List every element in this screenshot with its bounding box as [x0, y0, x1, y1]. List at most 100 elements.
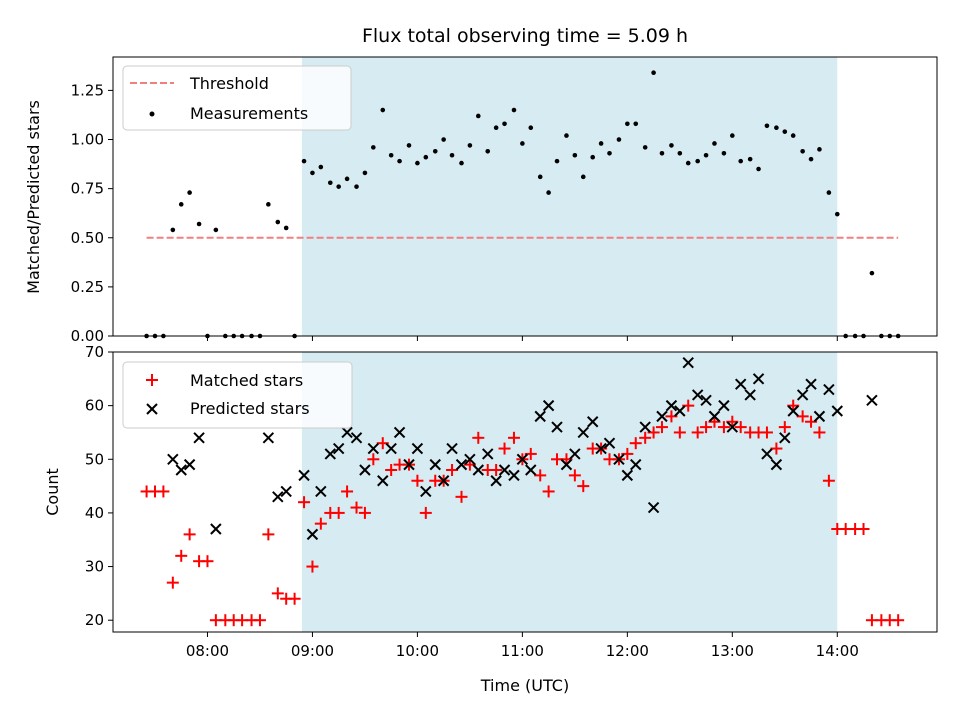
measurement-point: [695, 158, 700, 164]
measurement-point: [721, 150, 727, 156]
matched-star-point: [298, 496, 311, 509]
matched-star-point: [201, 555, 214, 568]
matched-star-point: [385, 464, 398, 477]
measurement-point: [283, 225, 289, 231]
predicted-star-point: [718, 399, 730, 412]
matched-star-point: [341, 485, 354, 498]
observing-window-bottom: [301, 352, 838, 632]
x-axis-label: Time (UTC): [480, 676, 569, 695]
measurement-point: [371, 145, 376, 150]
predicted-star-point: [613, 453, 625, 465]
predicted-star-point: [472, 464, 484, 476]
x-tick-label: 09:00: [291, 642, 334, 660]
measurement-point: [598, 141, 604, 146]
measurement-point: [808, 156, 814, 162]
bottom-y-axis-label: Count: [43, 468, 62, 516]
y-tick-label: 0.00: [71, 327, 104, 345]
matched-star-point: [253, 614, 266, 627]
predicted-star-point: [210, 523, 222, 535]
x-tick-label: 10:00: [396, 642, 439, 660]
x-tick-label: 14:00: [816, 642, 859, 660]
predicted-star-point: [393, 426, 406, 439]
measurement-point: [834, 211, 840, 217]
matched-star-point: [157, 485, 170, 498]
measurement-point: [336, 184, 341, 189]
matched-star-point: [778, 421, 791, 434]
matched-star-point: [490, 464, 503, 477]
x-tick-label: 13:00: [711, 642, 754, 660]
predicted-star-point: [823, 383, 835, 396]
predicted-star-point: [569, 448, 581, 460]
bottom-y-ticks: 20 30 40 50 60 70: [85, 343, 113, 629]
top-x-ticks: [206, 336, 838, 341]
matched-star-point: [183, 528, 196, 541]
measurements-legend-label: Measurements: [190, 104, 308, 123]
measurement-point: [738, 158, 744, 164]
predicted-star-point: [367, 442, 380, 455]
measurement-point: [659, 150, 665, 156]
x-tick-label: 11:00: [501, 642, 544, 660]
predicted-star-point: [665, 399, 678, 412]
bottom-legend: Matched stars Predicted stars: [122, 361, 353, 429]
predicted-star-point: [455, 458, 468, 471]
matched-star-point: [691, 426, 704, 439]
measurement-point: [782, 129, 788, 134]
y-tick-label: 70: [85, 343, 104, 361]
predicted-star-point: [603, 437, 616, 449]
measurement-point: [415, 160, 420, 166]
measurement-point: [275, 219, 281, 225]
predicted-star-point: [516, 453, 529, 465]
measurement-point: [178, 202, 184, 207]
matched-star-point: [717, 421, 730, 434]
predicted-star-point: [429, 458, 441, 471]
predicted-star-point: [464, 453, 476, 465]
matched-star-point: [411, 474, 424, 487]
top-legend-box: [122, 65, 352, 131]
y-tick-label: 40: [85, 504, 104, 522]
matched-star-point: [542, 485, 555, 498]
matched-star-point: [655, 421, 668, 434]
measurement-point: [266, 202, 271, 207]
matched-star-point: [639, 431, 652, 444]
measurement-point: [800, 149, 805, 154]
measurement-point: [625, 121, 630, 127]
measurement-point: [590, 154, 596, 160]
measurement-point: [327, 180, 333, 186]
measurement-point: [817, 147, 822, 152]
predicted-star-point: [175, 464, 187, 476]
matched-star-point: [813, 426, 826, 439]
predicted-star-point: [708, 410, 721, 423]
predicted-star-point: [359, 464, 371, 476]
predicted-star-point: [534, 410, 546, 423]
predicted-star-point: [779, 432, 791, 444]
matched-star-point: [472, 431, 485, 444]
matched-star-point: [796, 410, 809, 423]
measurement-point: [677, 150, 683, 156]
measurement-point: [528, 125, 534, 131]
y-tick-label: 0.25: [71, 278, 104, 296]
predicted-star-point: [350, 432, 363, 444]
measurement-point: [423, 154, 429, 160]
threshold-legend-label: Threshold: [189, 74, 269, 93]
predicted-star-point: [752, 373, 765, 385]
measurement-point: [651, 70, 656, 76]
measurement-point: [869, 270, 875, 276]
measurement-point: [493, 125, 499, 131]
predicted-star-point: [324, 448, 336, 460]
predicted-star-point: [262, 432, 275, 444]
measurements-legend-swatch: [149, 111, 155, 117]
measurement-point: [520, 141, 525, 146]
measurement-point: [449, 152, 455, 158]
bottom-plot-frame: [112, 351, 938, 633]
predicted-star-point: [682, 357, 694, 369]
measurement-point: [406, 143, 412, 148]
measurement-point: [459, 160, 464, 166]
matched-star-point: [367, 453, 380, 466]
matched-star-point: [166, 576, 179, 589]
matched-star-point: [314, 517, 327, 530]
predicted-star-point: [482, 448, 494, 460]
measurement-point: [318, 164, 324, 170]
predicted-star-point: [831, 405, 843, 417]
matched-star-point: [350, 501, 363, 514]
predicted-star-point: [193, 432, 205, 444]
